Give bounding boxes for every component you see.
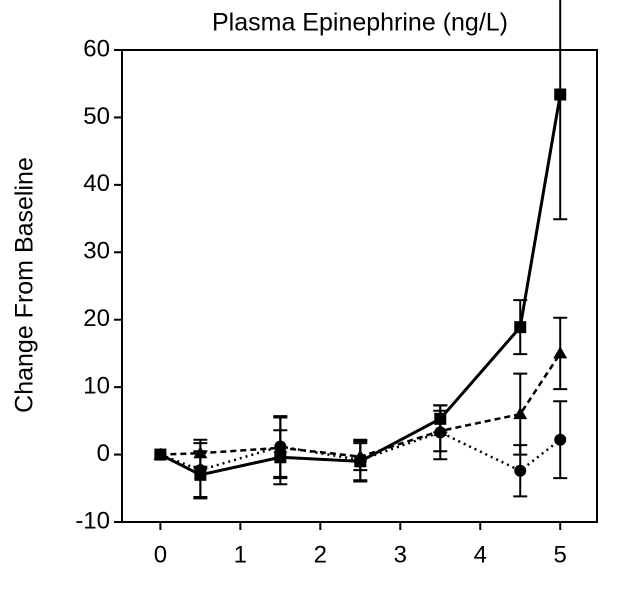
marker: [194, 464, 207, 477]
x-tick-label: 5: [554, 541, 567, 568]
y-tick-label: -10: [75, 507, 110, 534]
plot-frame: [121, 49, 598, 523]
x-tick-label: 0: [154, 541, 167, 568]
x-tick-label: 4: [474, 541, 487, 568]
chart-title: Plasma Epinephrine (ng/L): [212, 9, 508, 37]
marker: [553, 346, 568, 359]
y-tick-label: 0: [97, 440, 110, 467]
marker: [354, 453, 367, 466]
marker: [514, 464, 527, 477]
marker: [274, 440, 287, 453]
x-tick-label: 1: [234, 541, 247, 568]
marker: [554, 88, 567, 101]
y-tick-label: 60: [83, 35, 110, 62]
y-axis-label: Change From Baseline: [11, 157, 39, 413]
y-tick-label: 40: [83, 170, 110, 197]
y-tick-label: 30: [83, 238, 110, 265]
x-tick-label: 2: [314, 541, 327, 568]
marker: [514, 321, 527, 334]
marker: [513, 407, 528, 420]
y-tick-label: 10: [83, 372, 110, 399]
x-tick-label: 3: [394, 541, 407, 568]
y-tick-label: 50: [83, 103, 110, 130]
error-bar: [553, 0, 568, 221]
marker: [154, 448, 167, 461]
y-tick-label: 20: [83, 305, 110, 332]
marker: [554, 433, 567, 446]
marker: [434, 426, 447, 439]
